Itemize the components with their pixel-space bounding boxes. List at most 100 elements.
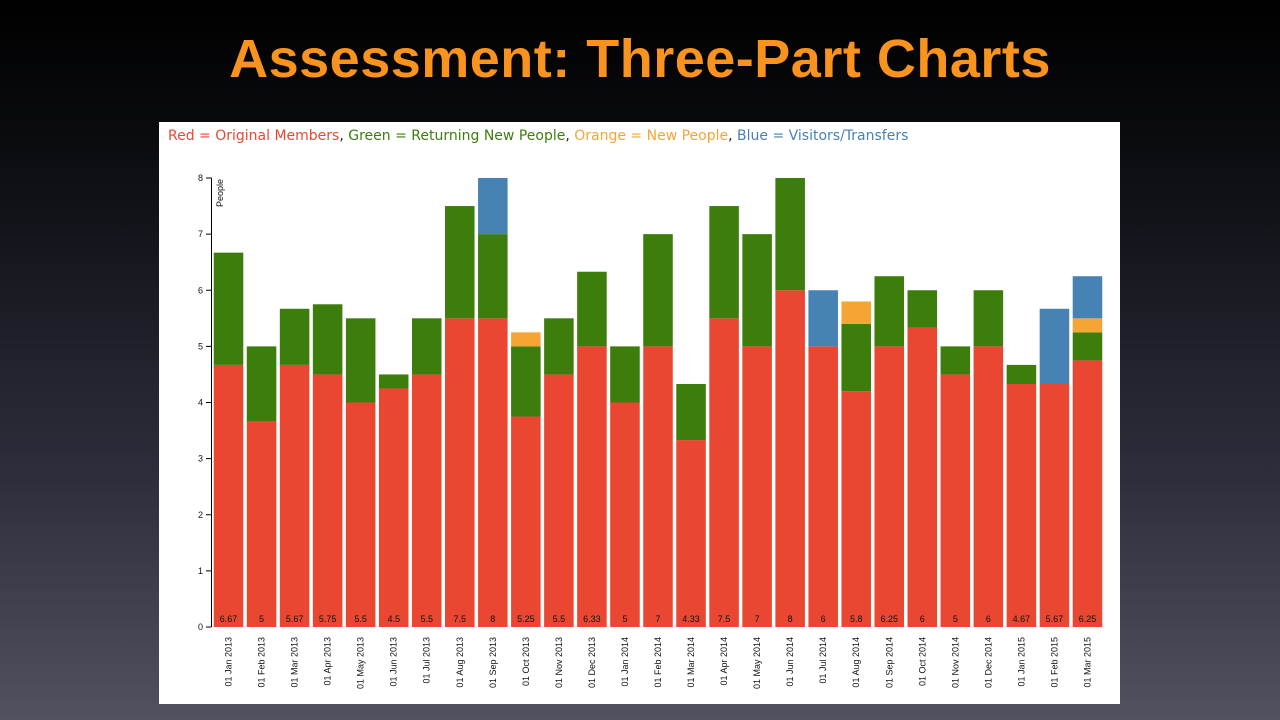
x-tick-label: 01 Jul 2013 — [422, 637, 432, 684]
bar-total-label: 7 — [755, 614, 760, 624]
x-tick-label: 01 Mar 2014 — [686, 637, 696, 688]
bar-segment — [940, 346, 971, 375]
x-tick-label: 01 Dec 2014 — [983, 637, 993, 688]
bar-segment — [411, 374, 442, 627]
y-tick-label: 2 — [198, 510, 203, 520]
bar-segment — [907, 327, 938, 627]
y-tick-label: 7 — [198, 229, 203, 239]
bar-segment — [511, 346, 541, 417]
bar-segment — [478, 234, 508, 319]
bar-segment — [511, 332, 541, 347]
x-tick-label: 01 Aug 2013 — [455, 637, 465, 688]
bar-segment — [775, 290, 805, 627]
bar-segment — [742, 346, 772, 628]
bar-total-label: 7.5 — [718, 614, 731, 624]
bar-total-label: 5.5 — [553, 614, 566, 624]
bar-segment — [676, 383, 706, 441]
bar-total-label: 6 — [986, 614, 991, 624]
bar-segment — [643, 234, 673, 347]
bar-total-label: 4.5 — [387, 614, 400, 624]
bar-total-label: 7.5 — [454, 614, 467, 624]
x-tick-label: 01 Apr 2013 — [323, 637, 333, 686]
bar-total-label: 6 — [920, 614, 925, 624]
slide-title: Assessment: Three-Part Charts — [229, 29, 1051, 89]
bar-segment — [610, 346, 640, 403]
y-tick-label: 3 — [198, 454, 203, 464]
bar-segment — [676, 440, 706, 627]
bar-segment — [312, 374, 343, 627]
stacked-bar-chart: 6.67 01 Jan 2013 5 01 Feb 2013 5.67 01 Mar 20… — [198, 173, 1103, 689]
bar-total-label: 8 — [788, 614, 793, 624]
x-tick-label: 01 May 2014 — [752, 637, 762, 689]
bar-segment — [1039, 308, 1070, 384]
bar-segment — [577, 346, 607, 628]
bar-segment — [874, 276, 905, 347]
legend-entry: Orange = New People — [574, 128, 729, 144]
bar-segment — [1006, 383, 1037, 627]
x-tick-label: 01 Nov 2013 — [554, 637, 564, 688]
bar-segment — [973, 346, 1004, 628]
x-tick-label: 01 Jan 2013 — [224, 637, 234, 687]
bar-total-label: 5.67 — [286, 614, 304, 624]
x-tick-label: 01 Dec 2013 — [587, 637, 597, 688]
bar-segment — [1072, 360, 1103, 627]
bar-segment — [544, 318, 574, 375]
bar-segment — [378, 374, 409, 389]
x-tick-label: 01 Jan 2014 — [620, 637, 630, 687]
bar-segment — [478, 178, 508, 235]
x-tick-label: 01 Apr 2014 — [719, 637, 729, 686]
bar-total-label: 7 — [655, 614, 660, 624]
y-tick-label: 8 — [198, 173, 203, 183]
y-tick-label: 5 — [198, 341, 203, 351]
bar-total-label: 5.67 — [1046, 614, 1064, 624]
bar-total-label: 6.25 — [1079, 614, 1097, 624]
x-tick-label: 01 May 2013 — [356, 637, 366, 689]
bar-segment — [610, 402, 640, 627]
bar-segment — [279, 308, 310, 365]
bar-segment — [544, 374, 574, 627]
bar-total-label: 5 — [259, 614, 264, 624]
bar-segment — [742, 234, 772, 347]
bar-segment — [1039, 383, 1070, 627]
bar-total-label: 4.67 — [1013, 614, 1031, 624]
bar-segment — [808, 346, 838, 628]
x-tick-label: 01 Mar 2013 — [290, 637, 300, 688]
bar-segment — [709, 206, 739, 319]
bar-segment — [378, 388, 409, 627]
y-tick-label: 4 — [198, 398, 203, 408]
x-tick-label: 01 Sep 2013 — [488, 637, 498, 688]
bar-segment — [246, 421, 277, 627]
x-tick-label: 01 Jun 2014 — [785, 637, 795, 687]
bar-total-label: 5.8 — [850, 614, 863, 624]
bar-total-label: 5 — [953, 614, 958, 624]
y-axis-title: People — [215, 179, 225, 207]
bar-segment — [841, 301, 871, 324]
bar-segment — [841, 323, 871, 392]
x-tick-label: 01 Aug 2014 — [851, 637, 861, 688]
bar-total-label: 6.25 — [880, 614, 898, 624]
legend-entry: Red = Original Members — [168, 128, 340, 144]
bar-total-label: 5.25 — [517, 614, 535, 624]
x-tick-label: 01 Feb 2015 — [1049, 637, 1059, 688]
bar-total-label: 6 — [821, 614, 826, 624]
chart-legend: Red = Original Members, Green = Returnin… — [168, 128, 908, 144]
bar-segment — [1072, 332, 1103, 361]
x-tick-label: 01 Sep 2014 — [884, 637, 894, 688]
bar-segment — [1072, 276, 1103, 319]
bar-segment — [345, 318, 376, 403]
bar-segment — [411, 318, 442, 375]
y-tick-label: 6 — [198, 285, 203, 295]
bar-total-label: 8 — [490, 614, 495, 624]
bar-segment — [577, 271, 607, 347]
bar-segment — [478, 318, 508, 627]
bar-total-label: 6.33 — [583, 614, 601, 624]
bar-segment — [973, 290, 1004, 347]
bar-segment — [213, 364, 244, 627]
y-tick-label: 0 — [198, 622, 203, 632]
bar-segment — [312, 304, 343, 375]
bar-segment — [643, 346, 673, 628]
bar-segment — [345, 402, 376, 627]
legend-entry: , — [565, 128, 575, 144]
bar-segment — [907, 290, 938, 328]
legend-entry: Green = Returning New People — [348, 128, 566, 144]
